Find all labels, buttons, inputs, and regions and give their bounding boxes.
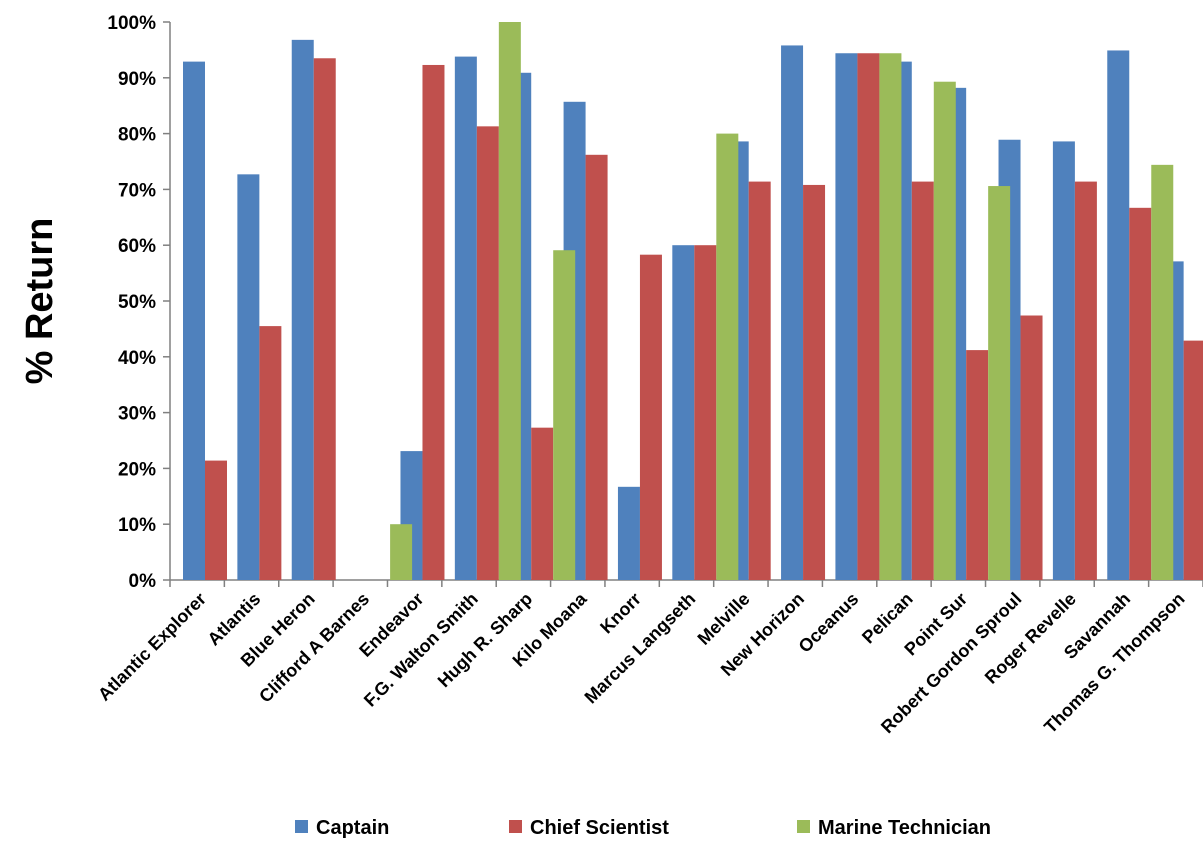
- bars: [183, 22, 1203, 581]
- bar-chief-scientist-point-sur: [966, 350, 989, 580]
- y-tick-label: 80%: [118, 125, 156, 146]
- x-tick-label: Hugh R. Sharp: [434, 589, 537, 692]
- bar-captain-f-g-walton-smith: [454, 56, 477, 580]
- bar-chief-scientist-robert-gordon-sproul: [1020, 315, 1043, 580]
- y-tick-label: 90%: [118, 69, 156, 90]
- bar-chief-scientist-roger-revelle: [1074, 181, 1097, 580]
- legend-label-marine-technician: Marine Technician: [818, 817, 991, 839]
- legend-label-captain: Captain: [316, 817, 389, 839]
- x-tick-label: Atlantic Explorer: [94, 589, 210, 705]
- x-tick-label: Knorr: [596, 589, 645, 638]
- legend-swatch-captain: [295, 820, 308, 833]
- bar-captain-blue-heron: [291, 39, 314, 580]
- bar-marine-technician-clifford-a-barnes: [390, 524, 413, 580]
- y-tick-label: 100%: [107, 13, 156, 34]
- bar-chief-scientist-melville: [748, 181, 771, 580]
- bar-chief-scientist-savannah: [1129, 207, 1152, 580]
- bar-marine-technician-savannah: [1151, 164, 1174, 580]
- bar-chief-scientist-endeavor: [422, 64, 445, 580]
- bar-chief-scientist-hugh-r-sharp: [531, 427, 554, 580]
- bar-marine-technician-marcus-langseth: [716, 133, 739, 580]
- bar-chief-scientist-atlantic-explorer: [205, 460, 227, 580]
- bar-captain-roger-revelle: [1052, 141, 1075, 581]
- bar-marine-technician-point-sur: [988, 186, 1011, 580]
- bar-captain-new-horizon: [781, 45, 804, 581]
- y-tick-label: 60%: [118, 236, 156, 257]
- bar-captain-savannah: [1107, 50, 1130, 580]
- bar-captain-atlantis: [237, 174, 260, 581]
- bar-marine-technician-f-g-walton-smith: [498, 22, 521, 580]
- bar-chief-scientist-blue-heron: [313, 58, 336, 580]
- bar-captain-oceanus: [835, 53, 858, 581]
- y-tick-label: 40%: [118, 348, 156, 369]
- y-tick-label: 70%: [118, 180, 156, 201]
- bar-marine-technician-hugh-r-sharp: [553, 250, 576, 581]
- y-tick-label: 10%: [118, 515, 156, 536]
- bar-chief-scientist-oceanus: [857, 53, 880, 581]
- bar-chief-scientist-marcus-langseth: [694, 245, 717, 580]
- y-tick-label: 30%: [118, 404, 156, 425]
- y-axis-label: % Return: [19, 218, 61, 385]
- bar-marine-technician-pelican: [933, 81, 956, 581]
- bar-chief-scientist-atlantis: [259, 326, 282, 580]
- legend: Captain Chief Scientist Marine Technician: [295, 817, 991, 839]
- legend-swatch-chief-scientist: [509, 820, 522, 833]
- y-tick-label: 20%: [118, 459, 156, 480]
- bar-captain-atlantic-explorer: [183, 61, 205, 581]
- y-tick-label: 0%: [129, 571, 157, 592]
- y-tick-label: 50%: [118, 292, 156, 313]
- x-tick-label: Oceanus: [795, 589, 863, 657]
- bar-chief-scientist-new-horizon: [803, 184, 826, 580]
- bar-chief-scientist-kilo-moana: [585, 154, 608, 580]
- bar-captain-knorr: [617, 486, 640, 580]
- legend-label-chief-scientist: Chief Scientist: [530, 817, 669, 839]
- legend-swatch-marine-technician: [797, 820, 810, 833]
- bar-captain-marcus-langseth: [672, 245, 695, 580]
- bar-chief-scientist-thomas-g-thompson: [1183, 340, 1203, 580]
- bar-chief-scientist-f-g-walton-smith: [476, 126, 499, 580]
- bar-marine-technician-oceanus: [879, 53, 902, 581]
- bar-chief-scientist-knorr: [639, 254, 662, 580]
- bar-chief-scientist-pelican: [911, 181, 934, 580]
